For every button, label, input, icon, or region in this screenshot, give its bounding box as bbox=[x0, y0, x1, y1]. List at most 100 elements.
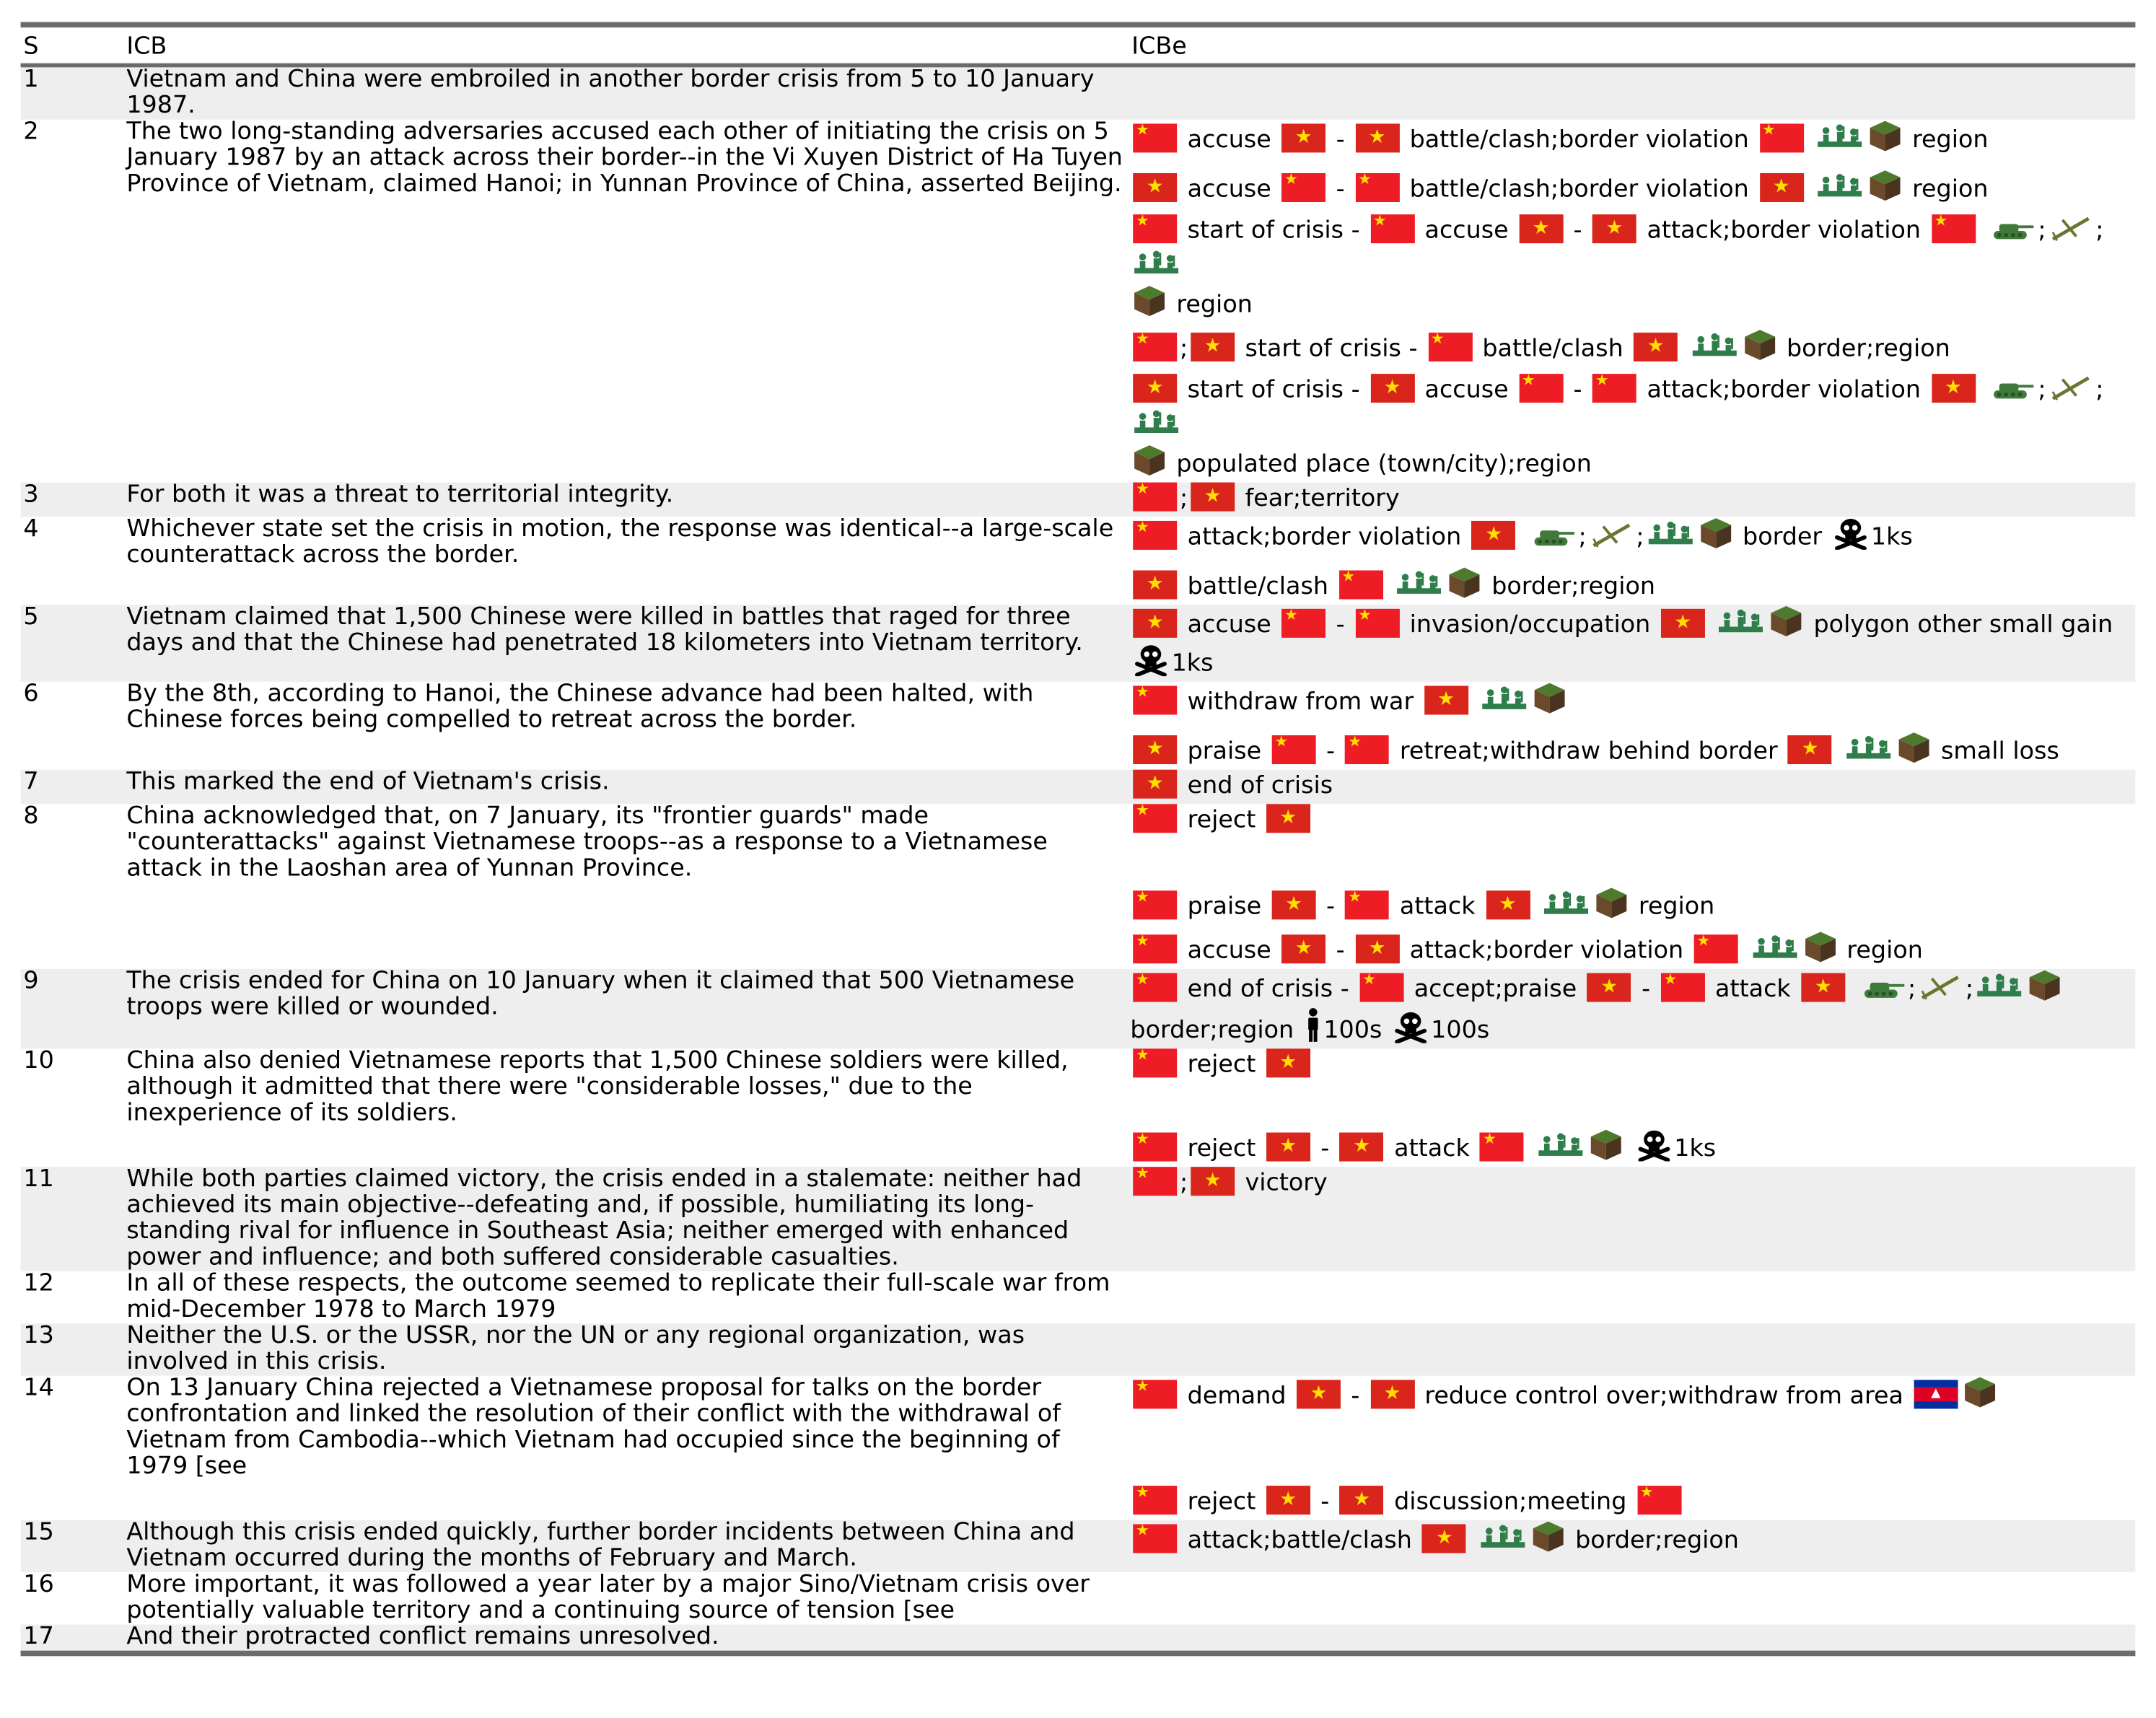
aircraft-icon bbox=[2048, 372, 2093, 403]
dash: - bbox=[1573, 376, 1582, 405]
event-text: start of crisis bbox=[1187, 216, 1344, 245]
header-icbe: ICBe bbox=[1131, 32, 1187, 60]
vietnam-flag-icon bbox=[1133, 735, 1178, 765]
china-flag-icon bbox=[1133, 1377, 1178, 1409]
vietnam-flag-icon bbox=[1370, 1380, 1414, 1409]
event-text: fear;territory bbox=[1245, 485, 1400, 513]
soldiers-icon bbox=[1543, 889, 1590, 919]
event-text: start of crisis bbox=[1187, 376, 1344, 405]
vietnam-flag-icon bbox=[1133, 608, 1178, 638]
china-flag-icon bbox=[1519, 371, 1564, 403]
sentence-number: 15 bbox=[20, 1520, 124, 1573]
terrain-block-icon bbox=[2028, 969, 2061, 1002]
icb-icbe-table: S ICB ICBe 1 Vietnam and China were embr… bbox=[20, 22, 2136, 1656]
icb-text: In all of these respects, the outcome se… bbox=[126, 1270, 1110, 1324]
vietnam-flag-icon bbox=[1370, 374, 1415, 403]
tank-icon bbox=[1989, 372, 2036, 403]
table-row: 4 Whichever state set the crisis in moti… bbox=[21, 516, 2136, 605]
china-flag-icon bbox=[1133, 1130, 1178, 1162]
china-flag-icon bbox=[1133, 330, 1178, 361]
sentence-number: 6 bbox=[23, 680, 39, 708]
sentence-number: 2 bbox=[23, 118, 39, 146]
event-text: attack;border violation bbox=[1647, 376, 1921, 405]
vietnam-flag-icon bbox=[1634, 332, 1678, 361]
event-text: accuse bbox=[1187, 175, 1271, 203]
icb-text: While both parties claimed victory, the … bbox=[123, 1166, 1129, 1271]
vietnam-flag-icon bbox=[1355, 934, 1400, 964]
china-flag-icon bbox=[1370, 211, 1415, 244]
sentence-number: 11 bbox=[20, 1166, 124, 1271]
icbe-cell bbox=[1129, 65, 2136, 120]
dash: - bbox=[1340, 976, 1349, 1004]
skull-crossbones-icon bbox=[1833, 517, 1869, 550]
table-row: 15 Although this crisis ended quickly, f… bbox=[20, 1520, 2136, 1573]
event-text: praise bbox=[1187, 737, 1262, 766]
table-row: 5 Vietnam claimed that 1,500 Chinese wer… bbox=[20, 604, 2136, 682]
event-line: ; victory bbox=[1130, 1164, 2132, 1201]
vietnam-flag-icon bbox=[1266, 1048, 1310, 1078]
china-flag-icon bbox=[1693, 932, 1738, 964]
event-line: ; start of crisis - battle/clash border;… bbox=[1130, 328, 2132, 367]
vietnam-flag-icon bbox=[1422, 1524, 1467, 1553]
event-text: accuse bbox=[1424, 216, 1509, 245]
skull-crossbones-icon bbox=[1393, 1010, 1429, 1043]
casualty-text: 100s bbox=[1323, 1017, 1382, 1045]
aircraft-icon bbox=[2048, 213, 2093, 243]
semicolon: ; bbox=[2038, 376, 2046, 405]
vietnam-flag-icon bbox=[1931, 374, 1976, 403]
china-flag-icon bbox=[1427, 330, 1472, 361]
china-flag-icon bbox=[1133, 480, 1178, 512]
event-text: retreat;withdraw behind border bbox=[1399, 737, 1778, 766]
icbe-cell bbox=[1129, 1624, 2136, 1654]
event-line: start of crisis - accuse - attack;border… bbox=[1130, 211, 2132, 323]
event-text: withdraw from war bbox=[1187, 688, 1414, 716]
vietnam-flag-icon bbox=[1133, 570, 1178, 600]
dash: - bbox=[1336, 175, 1345, 203]
table-row: 7 This marked the end of Vietnam's crisi… bbox=[20, 769, 2136, 805]
sentence-number: 10 bbox=[23, 1047, 54, 1075]
china-flag-icon bbox=[1592, 371, 1637, 403]
icb-text: By the 8th, according to Hanoi, the Chin… bbox=[126, 680, 1034, 735]
terrain-block-icon bbox=[1963, 1376, 1997, 1409]
icb-text: China acknowledged that, on 7 January, i… bbox=[126, 802, 1048, 882]
sentence-number: 5 bbox=[20, 604, 124, 682]
china-flag-icon bbox=[1133, 1046, 1178, 1078]
dash: - bbox=[1320, 1135, 1330, 1163]
event-line: start of crisis - accuse - attack;border… bbox=[1130, 371, 2132, 482]
icb-text: This marked the end of Vietnam's crisis. bbox=[123, 769, 1129, 805]
soldiers-icon bbox=[1816, 123, 1863, 153]
icb-text: Neither the U.S. or the USSR, nor the UN… bbox=[123, 1323, 1129, 1376]
soldiers-icon bbox=[1481, 685, 1528, 715]
terrain-block-icon bbox=[1448, 566, 1481, 600]
china-flag-icon bbox=[1133, 1164, 1178, 1196]
event-line: ; fear;territory bbox=[1130, 480, 2132, 517]
table-row: 11 While both parties claimed victory, t… bbox=[20, 1164, 2136, 1271]
semicolon: ; bbox=[1578, 523, 1587, 551]
sentence-number: 14 bbox=[23, 1374, 54, 1402]
china-flag-icon bbox=[1355, 170, 1400, 203]
dash: - bbox=[1336, 937, 1345, 965]
vietnam-flag-icon bbox=[1133, 374, 1178, 403]
vietnam-flag-icon bbox=[1587, 973, 1631, 1002]
soldiers-icon bbox=[1480, 1523, 1527, 1553]
vietnam-flag-icon bbox=[1271, 890, 1316, 920]
vietnam-flag-icon bbox=[1660, 608, 1705, 638]
aircraft-icon bbox=[1919, 972, 1963, 1002]
event-text: polygon other small gain bbox=[1813, 611, 2113, 639]
icbe-cell: demand - reduce control over;withdraw fr… bbox=[1129, 1376, 2135, 1520]
sentence-number: 3 bbox=[20, 482, 124, 517]
table-row: 14 On 13 January China rejected a Vietna… bbox=[21, 1374, 2136, 1520]
icbe-cell: accuse - battle/clash;border violation r… bbox=[1129, 120, 2135, 483]
table-row: 8 China acknowledged that, on 7 January,… bbox=[21, 801, 2136, 969]
event-line: end of crisis - accept;praise - attack ;… bbox=[1130, 969, 2132, 1048]
event-line: demand - reduce control over;withdraw fr… bbox=[1130, 1376, 2132, 1414]
event-text: battle/clash bbox=[1187, 573, 1328, 601]
china-flag-icon bbox=[1133, 211, 1178, 244]
event-text: reject bbox=[1187, 1488, 1256, 1516]
dash: - bbox=[1408, 335, 1418, 363]
icb-text: The two long-standing adversaries accuse… bbox=[126, 118, 1123, 198]
china-flag-icon bbox=[1133, 888, 1178, 920]
icb-text: For both it was a threat to territorial … bbox=[123, 482, 1129, 517]
icbe-cell: ; victory bbox=[1129, 1164, 2136, 1271]
china-flag-icon bbox=[1133, 683, 1178, 715]
